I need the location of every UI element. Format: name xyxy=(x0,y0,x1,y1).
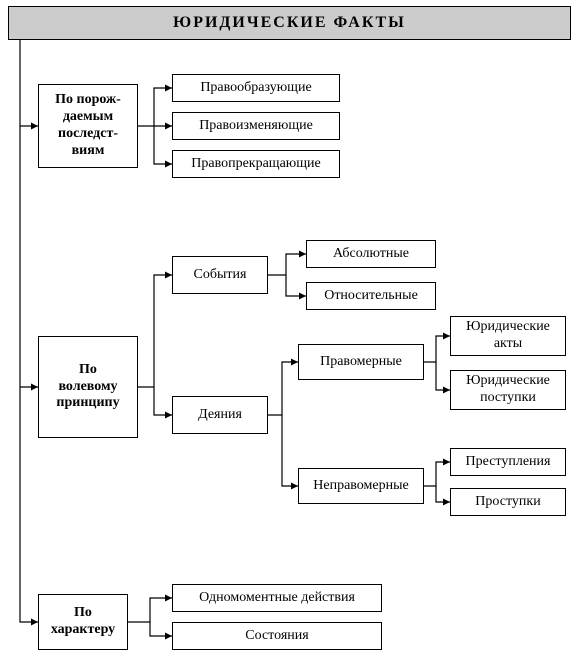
node-label: Правоизменяющие xyxy=(199,118,313,135)
edge xyxy=(154,387,172,415)
node-label: Деяния xyxy=(198,407,242,424)
edge xyxy=(286,275,306,296)
node-n1: Правообразующие xyxy=(172,74,340,102)
category-cat2: Поволевомупринципу xyxy=(38,336,138,438)
node-n4: События xyxy=(172,256,268,294)
node-label: Правообразующие xyxy=(200,80,311,97)
category-cat1: По порож-даемымпоследст-виям xyxy=(38,84,138,168)
edge xyxy=(138,88,172,126)
node-label: Относительные xyxy=(324,288,418,305)
category-label: Поволевомупринципу xyxy=(56,362,119,412)
category-cat3: Похарактеру xyxy=(38,594,128,650)
edge xyxy=(268,362,298,415)
node-n5: Деяния xyxy=(172,396,268,434)
node-label: Правопрекращающие xyxy=(191,156,321,173)
node-n7: Относительные xyxy=(306,282,436,310)
node-label: Проступки xyxy=(475,494,540,511)
edge xyxy=(436,362,450,390)
node-n15: Состояния xyxy=(172,622,382,650)
edge xyxy=(150,622,172,636)
edge xyxy=(424,336,450,362)
node-n3: Правопрекращающие xyxy=(172,150,340,178)
node-label: Правомерные xyxy=(320,354,402,371)
category-label: Похарактеру xyxy=(51,605,115,639)
edge xyxy=(282,415,298,486)
edge xyxy=(154,126,172,164)
node-label: Абсолютные xyxy=(333,246,409,263)
edge xyxy=(128,598,172,622)
node-n8: Правомерные xyxy=(298,344,424,380)
node-n10: Юридическиеакты xyxy=(450,316,566,356)
node-n6: Абсолютные xyxy=(306,240,436,268)
node-label: События xyxy=(194,267,247,284)
edge xyxy=(138,275,172,387)
node-n14: Одномоментные действия xyxy=(172,584,382,612)
diagram-title-text: ЮРИДИЧЕСКИЕ ФАКТЫ xyxy=(173,14,406,32)
edge xyxy=(20,40,38,622)
edge xyxy=(436,486,450,502)
edge xyxy=(268,254,306,275)
node-label: Одномоментные действия xyxy=(199,590,355,607)
node-label: Состояния xyxy=(245,628,308,645)
node-n9: Неправомерные xyxy=(298,468,424,504)
node-label: Юридическиеакты xyxy=(466,319,550,353)
node-n12: Преступления xyxy=(450,448,566,476)
node-label: Преступления xyxy=(466,454,551,471)
node-label: Неправомерные xyxy=(313,478,408,495)
node-n13: Проступки xyxy=(450,488,566,516)
node-label: Юридическиепоступки xyxy=(466,373,550,407)
node-n11: Юридическиепоступки xyxy=(450,370,566,410)
node-n2: Правоизменяющие xyxy=(172,112,340,140)
category-label: По порож-даемымпоследст-виям xyxy=(55,92,121,159)
edge xyxy=(424,462,450,486)
diagram-title: ЮРИДИЧЕСКИЕ ФАКТЫ xyxy=(8,6,571,40)
